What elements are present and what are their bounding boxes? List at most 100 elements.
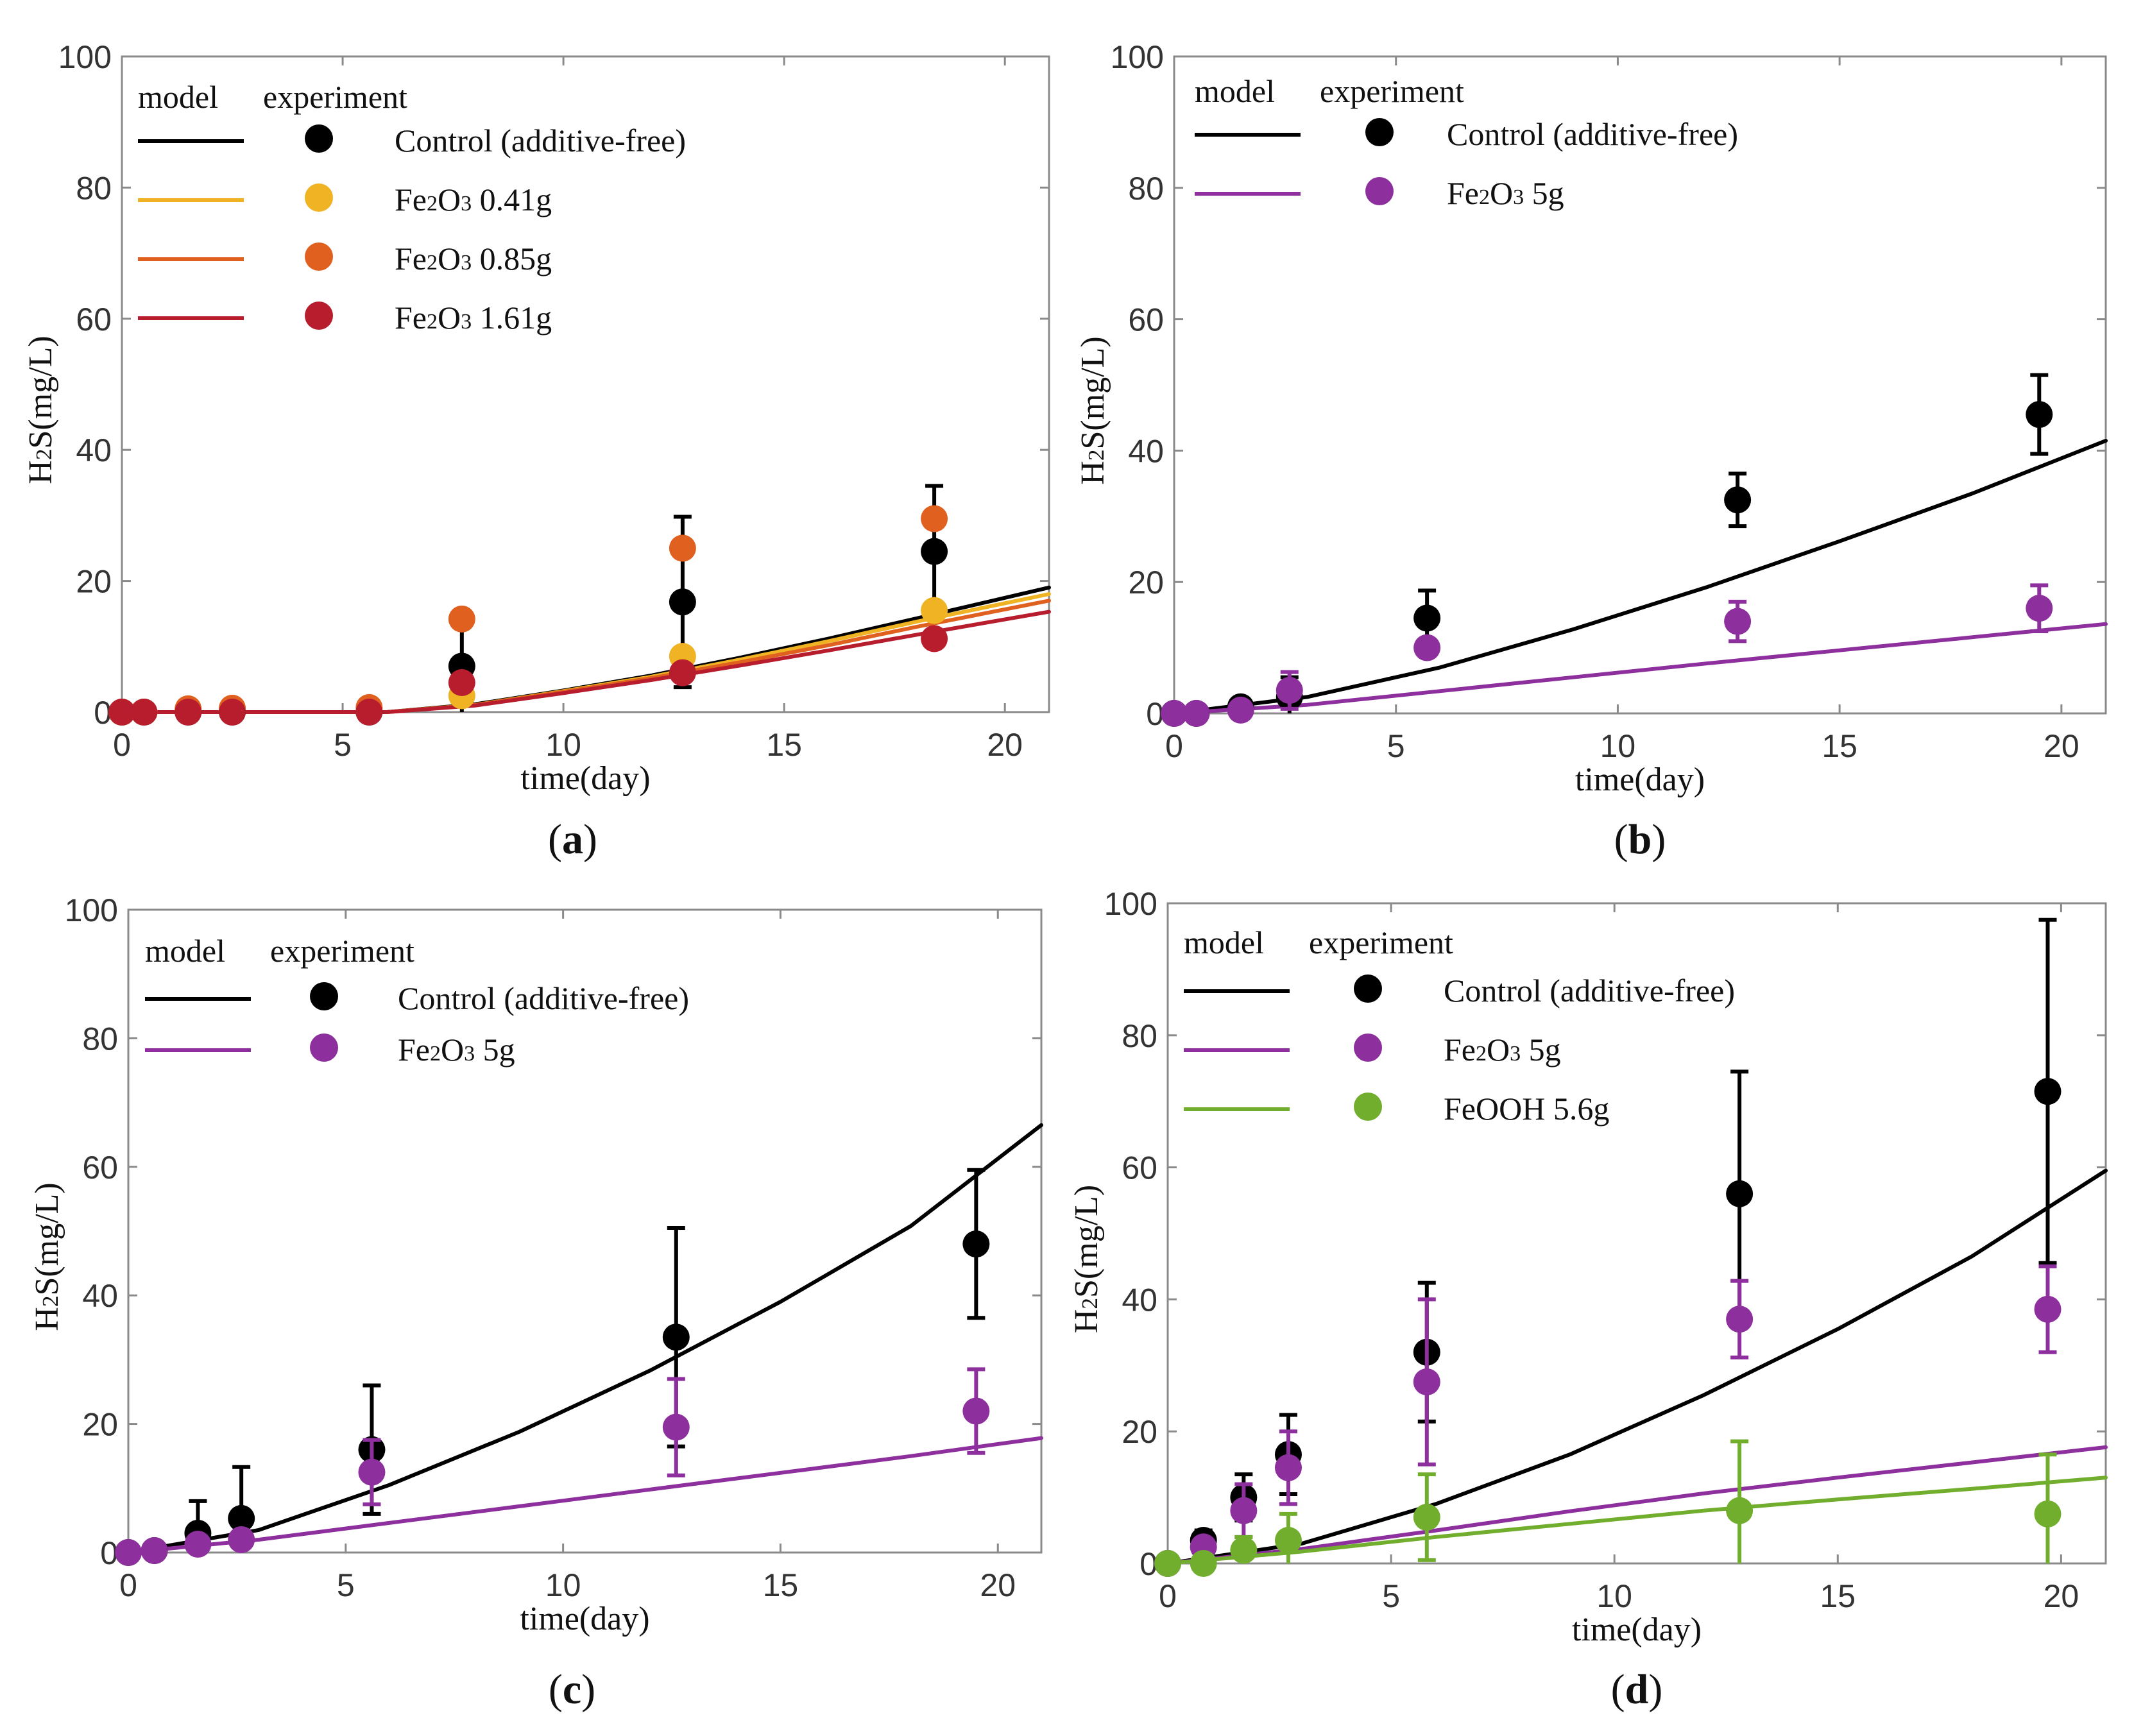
x-tick-label: 15	[1820, 1578, 1856, 1614]
data-point	[1724, 608, 1752, 635]
x-tick-label: 0	[113, 727, 131, 763]
data-point	[1724, 486, 1752, 514]
y-tick-label: 20	[82, 1407, 118, 1443]
panel-d: 0 5 10 15 20020406080100time(day)H2S(mg/L)mo…	[1068, 886, 2108, 1713]
x-tick-label: 20	[2044, 728, 2079, 764]
data-point	[1182, 700, 1210, 727]
y-tick-label: 80	[76, 170, 112, 206]
data-point	[355, 699, 383, 726]
data-point	[141, 1536, 168, 1564]
x-tick-label: 5	[1382, 1578, 1400, 1614]
data-point	[1190, 1550, 1217, 1577]
panel-c: 0 5 10 15 20020406080100time(day)H2S(mg/L)mo…	[29, 892, 1043, 1713]
legend-label-1: Control (additive-free)	[1444, 973, 1735, 1008]
data-point	[2034, 1078, 2061, 1105]
data-point	[448, 605, 475, 633]
model-line-1	[1166, 1168, 2108, 1565]
data-point	[1276, 677, 1303, 704]
legend-header-model: model	[1195, 73, 1275, 109]
data-point	[184, 1530, 212, 1558]
legend-label-2: Fe2O3 5g	[398, 1032, 515, 1068]
plot-frame	[127, 908, 1043, 1554]
data-point	[2034, 1500, 2061, 1528]
panel-label: (d)	[1611, 1666, 1663, 1713]
data-point	[448, 669, 475, 697]
y-axis-label: H2S(mg/L)	[1068, 1185, 1105, 1333]
x-tick-label: 20	[2044, 1578, 2079, 1614]
data-point	[921, 538, 948, 565]
data-point	[1230, 1536, 1258, 1564]
x-tick-label: 15	[766, 727, 802, 763]
model-line-2	[126, 1436, 1043, 1554]
model-line-1	[1172, 439, 2108, 715]
model-line-1	[120, 585, 1051, 714]
model-line-1	[126, 1123, 1043, 1554]
y-tick-label: 40	[76, 432, 112, 468]
x-tick-label: 10	[545, 727, 581, 763]
x-axis-label: time(day)	[1575, 762, 1705, 798]
legend-header-experiment: experiment	[263, 79, 407, 115]
data-point	[175, 699, 202, 726]
x-tick-label: 5	[1387, 728, 1405, 764]
data-point	[669, 659, 696, 686]
model-line-3	[120, 599, 1051, 714]
plot-frame	[1173, 55, 2107, 715]
data-point	[921, 597, 948, 624]
x-tick-label: 10	[545, 1567, 581, 1603]
legend-marker-1	[1365, 118, 1394, 146]
model-line-4	[120, 609, 1051, 714]
model-line-3	[1166, 1476, 2108, 1565]
legend-header-experiment: experiment	[1320, 73, 1464, 109]
x-tick-label: 20	[980, 1567, 1016, 1603]
data-point	[108, 699, 135, 726]
y-tick-label: 80	[82, 1021, 118, 1057]
y-tick-label: 60	[1122, 1150, 1157, 1186]
data-point	[1726, 1180, 1754, 1207]
data-point	[1161, 700, 1188, 727]
data-point	[358, 1458, 386, 1486]
data-point	[219, 699, 246, 726]
legend-marker-3	[1354, 1093, 1382, 1121]
y-tick-label: 20	[1122, 1414, 1157, 1450]
data-point	[115, 1539, 142, 1566]
y-tick-label: 60	[1128, 302, 1164, 338]
legend-marker-2	[305, 183, 333, 212]
legend-marker-2	[1365, 177, 1394, 205]
plot-frame	[121, 55, 1050, 713]
legend-marker-1	[310, 982, 338, 1010]
x-tick-label: 0	[1159, 1578, 1177, 1614]
data-point	[921, 625, 948, 652]
y-tick-label: 40	[1122, 1282, 1157, 1318]
legend-marker-3	[305, 243, 333, 271]
data-point	[2026, 401, 2053, 429]
legend-label-3: FeOOH 5.6g	[1444, 1091, 1609, 1127]
y-tick-label: 60	[82, 1150, 118, 1186]
legend-label-4: Fe2O3 1.61g	[395, 300, 552, 336]
y-tick-label: 20	[1128, 565, 1164, 600]
y-tick-label: 60	[76, 302, 112, 337]
x-tick-label: 0	[119, 1567, 137, 1603]
data-point	[2026, 595, 2053, 622]
model-line-2	[1172, 622, 2108, 715]
y-tick-label: 100	[65, 892, 118, 928]
panel-label: (a)	[548, 816, 597, 863]
y-tick-label: 100	[1111, 39, 1164, 75]
legend-label-2: Fe2O3 5g	[1444, 1032, 1561, 1068]
data-point	[921, 505, 948, 532]
legend-header-model: model	[1184, 924, 1264, 960]
x-tick-label: 0	[1165, 728, 1183, 764]
y-tick-label: 80	[1122, 1018, 1157, 1054]
data-point	[228, 1504, 255, 1532]
data-point	[1726, 1306, 1754, 1333]
data-point	[228, 1526, 255, 1553]
x-tick-label: 10	[1596, 1578, 1632, 1614]
legend-header-model: model	[138, 79, 218, 115]
data-point	[1154, 1550, 1181, 1577]
legend-marker-2	[1354, 1034, 1382, 1062]
plot-frame	[1166, 902, 2107, 1565]
data-point	[1230, 1497, 1258, 1524]
x-tick-label: 20	[987, 727, 1023, 763]
data-point	[1227, 696, 1254, 724]
x-tick-label: 15	[763, 1567, 799, 1603]
